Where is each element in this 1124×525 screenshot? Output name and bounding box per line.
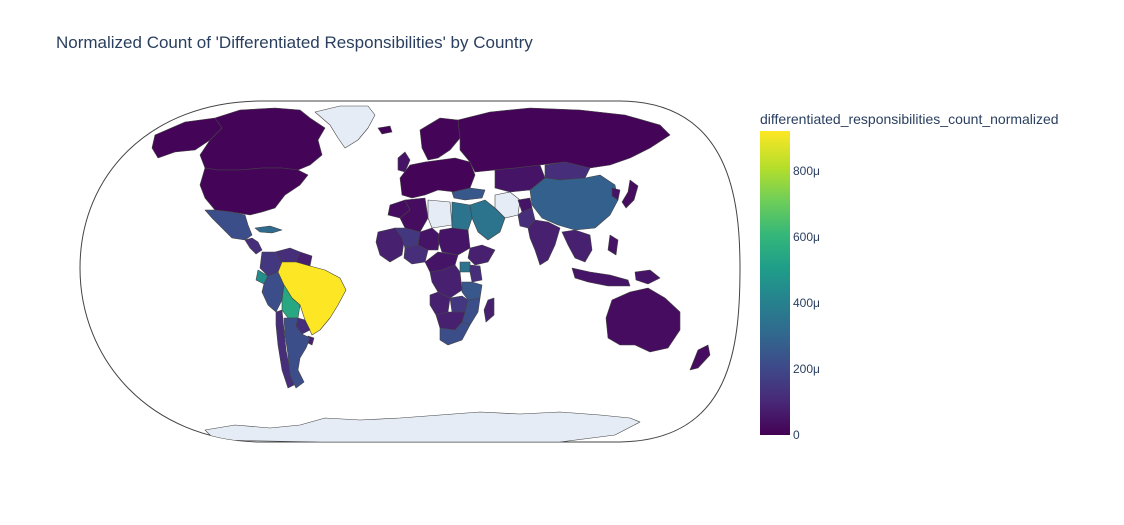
region-india[interactable] (527, 219, 561, 266)
region-new-zealand[interactable] (689, 344, 711, 371)
region-scandinavia[interactable] (419, 117, 461, 161)
colorbar-tick-800u: 800μ (793, 164, 820, 178)
region-antarctica[interactable] (204, 411, 641, 442)
region-greenland[interactable] (314, 105, 376, 149)
region-korea[interactable] (611, 187, 621, 201)
region-central-america[interactable] (244, 237, 263, 255)
region-europe[interactable] (399, 157, 476, 199)
region-bolivia[interactable] (281, 284, 301, 319)
region-canada[interactable] (199, 107, 326, 171)
region-ethiopia[interactable] (467, 244, 496, 266)
region-argentina[interactable] (283, 317, 311, 389)
region-alaska[interactable] (151, 117, 223, 159)
colorbar-tick-600u: 600μ (793, 230, 820, 244)
region-china[interactable] (529, 174, 619, 231)
region-kenya[interactable] (469, 264, 483, 283)
region-japan[interactable] (621, 179, 639, 209)
chart-title: Normalized Count of 'Differentiated Resp… (56, 33, 533, 52)
region-saudi-arabia[interactable] (469, 199, 506, 241)
region-united-kingdom[interactable] (397, 151, 411, 173)
region-chad[interactable] (417, 227, 441, 251)
region-russia[interactable] (457, 107, 671, 173)
region-cuba[interactable] (254, 225, 283, 234)
colorbar-tick-200u: 200μ (793, 362, 820, 376)
region-indonesia[interactable] (571, 267, 631, 287)
region-papua-new-guinea[interactable] (634, 269, 661, 285)
region-australia[interactable] (605, 287, 681, 353)
region-mexico[interactable] (204, 209, 253, 241)
region-madagascar[interactable] (483, 297, 495, 323)
region-libya[interactable] (427, 199, 453, 229)
region-south-africa[interactable] (439, 321, 471, 346)
colorbar-title: differentiated_responsibilities_count_no… (760, 111, 1059, 127)
region-turkey[interactable] (451, 187, 486, 201)
colorbar-tick-0: 0 (793, 428, 800, 442)
region-philippines[interactable] (607, 234, 619, 256)
region-southeast-asia[interactable] (561, 229, 593, 263)
region-uganda[interactable] (459, 261, 471, 273)
region-sudan[interactable] (437, 227, 471, 256)
region-egypt[interactable] (451, 201, 473, 231)
region-united-states[interactable] (199, 167, 309, 216)
region-iceland[interactable] (377, 125, 393, 135)
colorbar-tick-400u: 400μ (793, 296, 820, 310)
colorbar (760, 131, 790, 435)
